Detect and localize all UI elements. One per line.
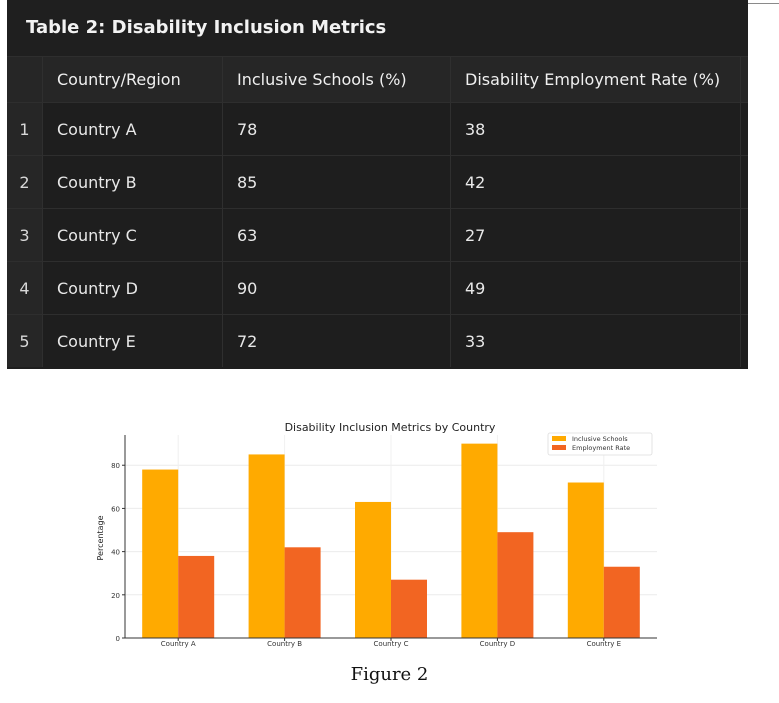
country-cell: Country C xyxy=(43,209,223,261)
x-tick-label: Country D xyxy=(480,640,515,648)
bar-employment-rate xyxy=(284,547,321,638)
employment-rate-cell: 42 xyxy=(451,156,741,208)
employment-rate-cell: 38 xyxy=(451,103,741,155)
country-cell: Country B xyxy=(43,156,223,208)
bar-chart: Disability Inclusion Metrics by Country … xyxy=(96,421,657,648)
bar-inclusive-schools xyxy=(142,469,179,638)
row-index: 5 xyxy=(7,315,43,367)
x-tick-label: Country C xyxy=(374,640,409,648)
x-tick-label: Country E xyxy=(587,640,621,648)
y-tick-label: 0 xyxy=(116,635,120,643)
country-cell: Country E xyxy=(43,315,223,367)
legend-swatch xyxy=(552,436,566,441)
chart-title: Disability Inclusion Metrics by Country xyxy=(285,421,496,434)
inclusive-schools-cell: 63 xyxy=(223,209,451,261)
x-tick-label: Country B xyxy=(267,640,302,648)
y-tick-label: 40 xyxy=(111,549,120,557)
y-tick-label: 20 xyxy=(111,592,120,600)
bar-inclusive-schools xyxy=(567,482,604,638)
inclusive-schools-cell: 85 xyxy=(223,156,451,208)
y-tick-label: 60 xyxy=(111,505,120,513)
table-header-row: Country/Region Inclusive Schools (%) Dis… xyxy=(7,56,748,102)
header-inclusive-schools: Inclusive Schools (%) xyxy=(223,57,451,102)
row-index: 1 xyxy=(7,103,43,155)
bar-inclusive-schools xyxy=(355,501,391,638)
x-tick-label: Country A xyxy=(161,640,196,648)
bar-employment-rate xyxy=(178,555,215,638)
bars-layer xyxy=(142,443,640,638)
country-cell: Country D xyxy=(43,262,223,314)
data-table: Table 2: Disability Inclusion Metrics Co… xyxy=(7,0,748,369)
top-border-line xyxy=(748,3,779,4)
table-title: Table 2: Disability Inclusion Metrics xyxy=(7,0,748,56)
bar-employment-rate xyxy=(391,579,427,638)
y-axis-label: Percentage xyxy=(96,515,105,560)
header-employment-rate: Disability Employment Rate (%) xyxy=(451,57,741,102)
table-row: 3 Country C 63 27 xyxy=(7,208,748,261)
axes-layer: 0 20 40 60 80 Country A Country B Country C Coun… xyxy=(111,435,657,648)
row-index: 2 xyxy=(7,156,43,208)
employment-rate-cell: 27 xyxy=(451,209,741,261)
table-row: 4 Country D 90 49 xyxy=(7,261,748,314)
legend-label: Employment Rate xyxy=(572,444,630,452)
row-index: 3 xyxy=(7,209,43,261)
employment-rate-cell: 33 xyxy=(451,315,741,367)
header-country: Country/Region xyxy=(43,57,223,102)
row-index: 4 xyxy=(7,262,43,314)
inclusive-schools-cell: 90 xyxy=(223,262,451,314)
table-row: 2 Country B 85 42 xyxy=(7,155,748,208)
figure-caption: Figure 2 xyxy=(350,664,429,685)
bar-employment-rate xyxy=(497,532,534,638)
inclusive-schools-cell: 78 xyxy=(223,103,451,155)
bar-employment-rate xyxy=(603,566,640,638)
inclusive-schools-cell: 72 xyxy=(223,315,451,367)
legend-box xyxy=(547,432,653,456)
table-row: 1 Country A 78 38 xyxy=(7,102,748,155)
legend-label: Inclusive Schools xyxy=(572,435,628,443)
bar-inclusive-schools xyxy=(461,443,498,638)
country-cell: Country A xyxy=(43,103,223,155)
employment-rate-cell: 49 xyxy=(451,262,741,314)
legend-swatch xyxy=(552,445,566,450)
header-index xyxy=(7,57,43,102)
bar-inclusive-schools xyxy=(248,454,285,638)
y-tick-label: 80 xyxy=(111,462,120,470)
table-row: 5 Country E 72 33 xyxy=(7,314,748,367)
